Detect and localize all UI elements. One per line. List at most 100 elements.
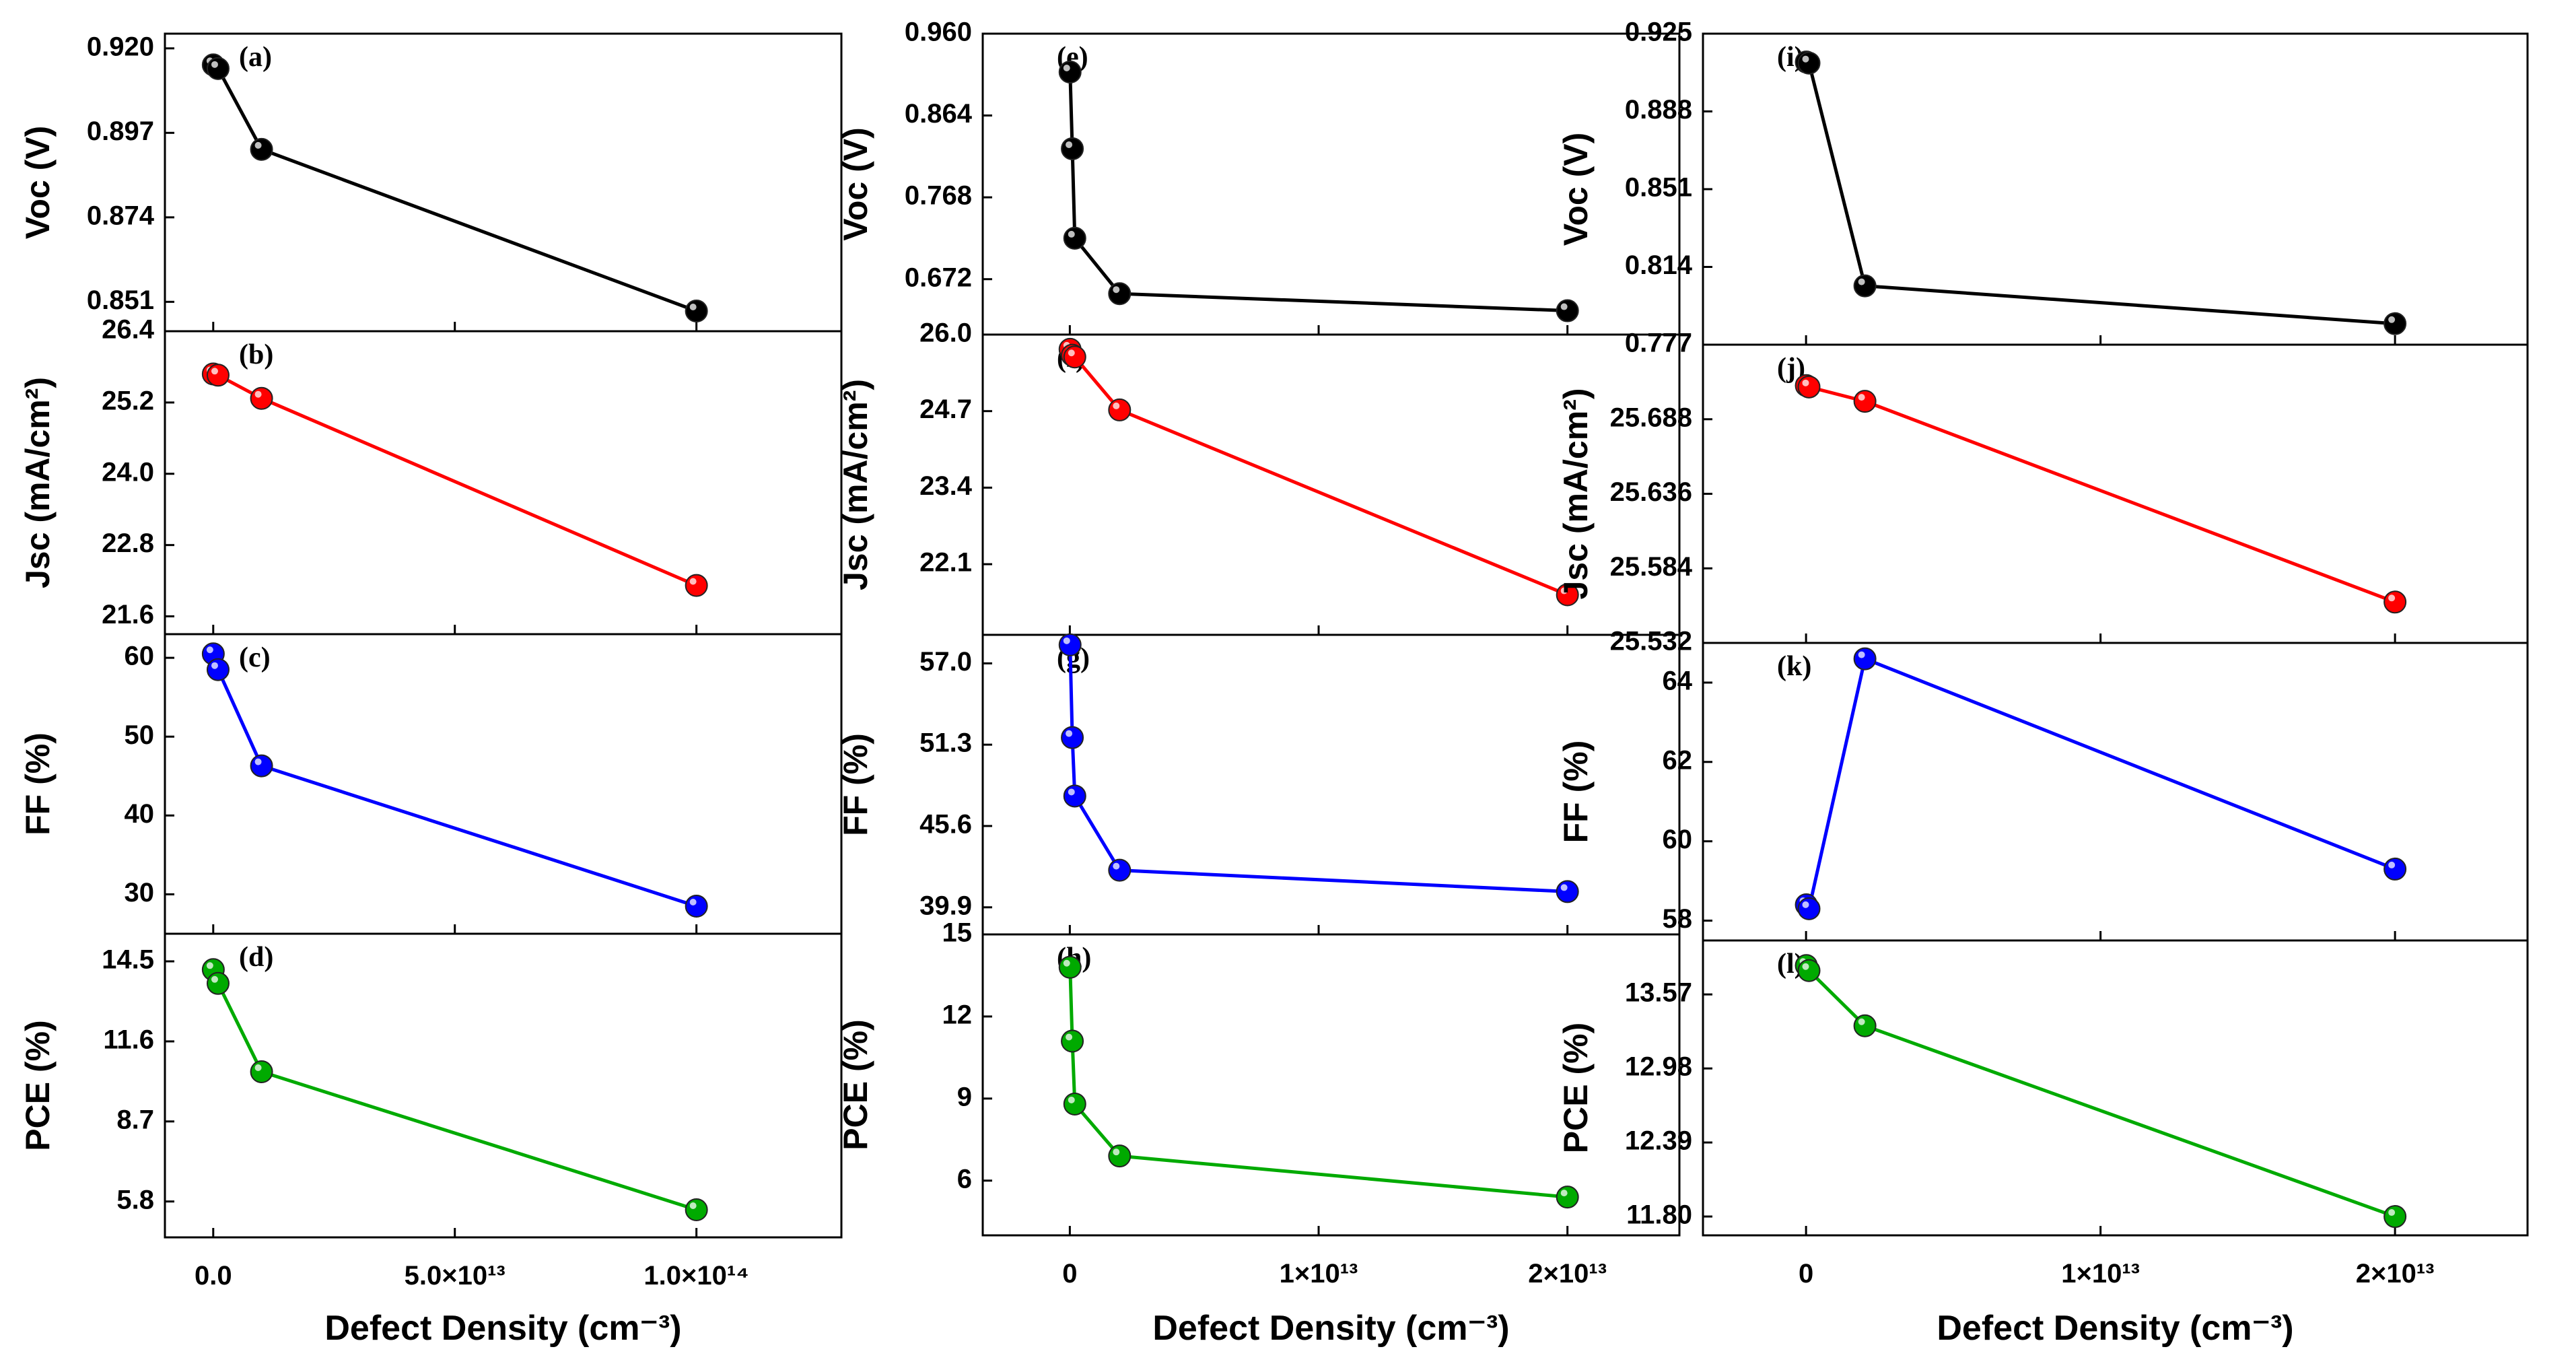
data-point-marker — [2383, 857, 2407, 881]
data-point — [1108, 1144, 1132, 1168]
data-point-marker — [685, 1198, 708, 1221]
data-point — [1853, 390, 1877, 413]
data-point-highlight — [254, 1064, 262, 1071]
y-tick-label: 0.920 — [87, 32, 154, 61]
y-tick-label: 12.98 — [1625, 1052, 1692, 1082]
data-point — [685, 574, 708, 597]
y-tick-label: 23.4 — [919, 471, 973, 501]
data-point-marker — [250, 754, 273, 778]
series-line — [211, 653, 697, 908]
data-point-highlight — [1063, 637, 1070, 644]
data-point — [1556, 880, 1579, 903]
panel-frame — [164, 633, 843, 935]
data-point-marker — [1556, 299, 1579, 322]
data-point-highlight — [1858, 1018, 1865, 1025]
series-line — [1805, 384, 2396, 604]
panel-label: (b) — [239, 339, 273, 370]
data-point-highlight — [211, 662, 218, 669]
panel-label: (c) — [239, 642, 271, 673]
y-tick-label: 25.688 — [1610, 403, 1692, 432]
data-point — [206, 364, 230, 387]
data-point-marker — [1556, 880, 1579, 903]
panel-label: (d) — [239, 942, 273, 973]
data-point — [1063, 226, 1086, 250]
data-point-marker — [2383, 1205, 2407, 1229]
y-tick-label: 26.4 — [102, 315, 155, 345]
data-point — [1797, 375, 1821, 399]
data-point-highlight — [1113, 402, 1120, 409]
data-point-marker — [206, 971, 230, 995]
data-point — [1063, 345, 1086, 369]
data-point-highlight — [206, 962, 213, 969]
series-line — [1805, 965, 2396, 1219]
data-point-marker — [206, 364, 230, 387]
data-point — [685, 895, 708, 918]
data-point-marker — [1853, 390, 1877, 413]
panel-frame — [1702, 32, 2529, 346]
panel-d: 5.8 8.7 11.6 14.5 PCE (%) (d) — [19, 932, 843, 1239]
y-axis-label: Voc (V) — [1557, 133, 1595, 246]
y-tick-label: 13.57 — [1625, 978, 1692, 1008]
y-tick-label: 25.2 — [102, 386, 154, 415]
data-point-marker — [206, 57, 230, 80]
x-tick-label: 0 — [1799, 1259, 1813, 1289]
data-point-marker — [1063, 1092, 1086, 1116]
series-line — [1068, 71, 1568, 313]
data-point-highlight — [1802, 379, 1809, 386]
data-point — [2383, 1205, 2407, 1229]
data-point — [250, 1060, 273, 1083]
y-tick-label: 60 — [125, 642, 155, 671]
data-point — [1556, 1186, 1579, 1209]
y-tick-label: 8.7 — [116, 1105, 154, 1134]
panel-k: 58 60 62 64 FF (%) (k) — [1557, 642, 2529, 942]
data-point-highlight — [2388, 1209, 2396, 1216]
data-point-marker — [1108, 282, 1132, 306]
data-point-highlight — [254, 758, 262, 765]
y-tick-label: 5.8 — [116, 1185, 154, 1214]
data-point-marker — [1853, 1014, 1877, 1037]
panel-frame — [164, 330, 843, 636]
panel-label: (a) — [239, 42, 272, 73]
data-point-highlight — [1560, 303, 1568, 310]
data-point — [206, 57, 230, 80]
series-line — [1068, 348, 1568, 596]
data-point-highlight — [1068, 230, 1075, 238]
data-point — [1797, 51, 1821, 75]
data-point-highlight — [1113, 286, 1120, 294]
y-tick-label: 0.851 — [87, 285, 154, 315]
data-point-highlight — [689, 1202, 697, 1209]
data-point-highlight — [1560, 884, 1568, 891]
data-point-highlight — [689, 303, 697, 310]
y-tick-label: 62 — [1663, 745, 1693, 775]
y-tick-label: 64 — [1663, 666, 1693, 695]
data-point-marker — [1797, 375, 1821, 399]
panel-label: (k) — [1777, 651, 1811, 682]
y-tick-label: 21.6 — [102, 600, 154, 629]
y-tick-label: 26.0 — [919, 318, 972, 348]
y-tick-label: 45.6 — [919, 810, 972, 839]
data-point-highlight — [689, 578, 697, 585]
data-point-marker — [1797, 959, 1821, 982]
data-point-highlight — [1113, 862, 1120, 870]
data-point-highlight — [211, 975, 218, 983]
panel-b: 21.6 22.8 24.0 25.2 26.4 Jsc (mA/cm²) (b) — [19, 315, 843, 636]
data-point-highlight — [1802, 55, 1809, 63]
data-point-marker — [1108, 398, 1132, 421]
y-axis-label: PCE (%) — [837, 1019, 874, 1150]
data-point — [206, 658, 230, 681]
data-point — [1058, 633, 1082, 656]
x-axis-label: Defect Density (cm⁻³) — [324, 1309, 681, 1348]
panel-frame — [981, 933, 1681, 1237]
series-line — [213, 372, 697, 587]
y-tick-label: 58 — [1663, 904, 1693, 934]
data-point-marker — [1853, 274, 1877, 298]
data-point-marker — [206, 658, 230, 681]
data-point-marker — [1556, 1186, 1579, 1209]
y-tick-label: 60 — [1663, 825, 1693, 854]
series-line — [1805, 656, 2396, 914]
y-axis-label: Voc (V) — [837, 127, 874, 241]
data-point-highlight — [1066, 730, 1073, 737]
x-tick-label: 1×10¹³ — [1280, 1259, 1358, 1289]
y-axis-label: PCE (%) — [19, 1020, 57, 1151]
